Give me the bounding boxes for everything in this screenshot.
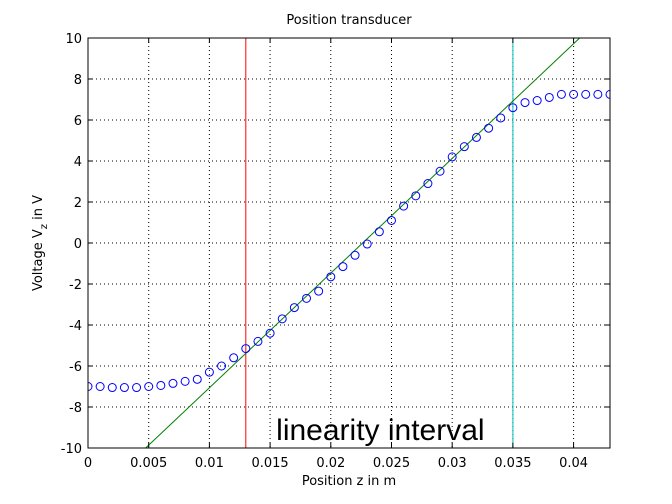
y-tick-label: -10 [61, 442, 82, 457]
data-point [362, 239, 372, 249]
x-tick-label: 0.035 [494, 456, 531, 471]
data-point [459, 142, 469, 152]
data-point [435, 166, 445, 176]
data-point [277, 314, 287, 324]
y-axis-label-subscript: z [39, 224, 50, 229]
chart-title: Position transducer [286, 13, 412, 28]
data-point [386, 215, 396, 225]
data-point [229, 353, 239, 363]
y-axis-label: Voltage Vz in V [31, 195, 50, 291]
data-point [593, 89, 603, 99]
x-tick-label: 0.025 [373, 456, 410, 471]
data-point [484, 123, 494, 133]
data-point [95, 382, 105, 391]
data-point [374, 227, 384, 237]
data-point [119, 383, 129, 393]
linearity-interval-annotation: linearity interval [276, 414, 484, 447]
data-point [581, 89, 591, 99]
data-point [447, 152, 457, 162]
data-point [192, 374, 202, 384]
data-point [544, 92, 554, 102]
axis-ticks: 0 0.005 0.01 0.015 0.02 0.025 0.03 0.035 0.04 -10… [61, 32, 610, 471]
data-point [241, 344, 251, 354]
data-point [265, 328, 275, 338]
y-tick-label: 6 [74, 114, 82, 129]
y-tick-label: -6 [69, 360, 82, 375]
data-point [532, 96, 542, 106]
y-axis-label-unit: in V [31, 195, 46, 224]
data-point [326, 272, 336, 282]
data-point [107, 383, 117, 393]
x-tick-label: 0.005 [130, 456, 167, 471]
data-point [556, 89, 566, 99]
x-tick-label: 0 [84, 456, 92, 471]
data-point [156, 380, 166, 390]
y-tick-label: 10 [65, 32, 82, 47]
data-point [471, 132, 481, 142]
data-point [144, 382, 154, 391]
y-tick-label: 2 [74, 196, 82, 211]
data-point [289, 303, 299, 313]
data-point [411, 191, 421, 201]
y-tick-label: 0 [74, 237, 82, 252]
x-tick-label: 0.01 [195, 456, 224, 471]
data-point [204, 367, 214, 377]
x-tick-label: 0.02 [316, 456, 345, 471]
data-point [338, 262, 348, 272]
data-point [508, 103, 518, 113]
data-point [88, 382, 93, 391]
linear-fit-line [145, 38, 580, 448]
y-tick-label: -2 [69, 278, 82, 293]
y-axis-label-main: Voltage V [31, 229, 46, 291]
data-point [132, 383, 142, 393]
y-tick-label: -8 [69, 401, 82, 416]
data-point [496, 113, 506, 123]
x-tick-label: 0.04 [559, 456, 588, 471]
x-tick-label: 0.03 [438, 456, 467, 471]
data-point [399, 201, 409, 211]
data-point [302, 293, 312, 303]
data-point [569, 89, 579, 99]
x-axis-label: Position z in m [302, 474, 396, 489]
data-point [217, 361, 227, 371]
data-point [180, 376, 190, 386]
data-point [605, 89, 610, 99]
x-tick-label: 0.015 [251, 456, 288, 471]
marks [88, 38, 610, 448]
data-point [520, 98, 530, 108]
y-tick-label: 8 [74, 73, 82, 88]
data-point [253, 336, 263, 346]
data-point [314, 286, 324, 296]
data-point [423, 179, 433, 189]
data-point [350, 250, 360, 260]
y-tick-label: -4 [69, 319, 82, 334]
data-point [168, 378, 178, 388]
y-tick-label: 4 [74, 155, 82, 170]
